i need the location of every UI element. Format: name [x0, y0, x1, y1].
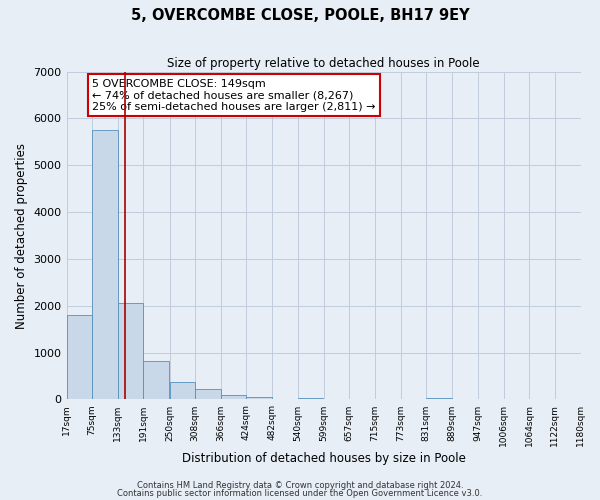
- Bar: [118, 304, 143, 400]
- Bar: [170, 382, 195, 400]
- Bar: [426, 398, 452, 400]
- Bar: [67, 315, 92, 400]
- X-axis label: Distribution of detached houses by size in Poole: Distribution of detached houses by size …: [182, 452, 466, 465]
- Bar: [92, 130, 118, 400]
- Bar: [195, 388, 221, 400]
- Text: Contains HM Land Registry data © Crown copyright and database right 2024.: Contains HM Land Registry data © Crown c…: [137, 480, 463, 490]
- Bar: [143, 361, 169, 400]
- Text: 5, OVERCOMBE CLOSE, POOLE, BH17 9EY: 5, OVERCOMBE CLOSE, POOLE, BH17 9EY: [131, 8, 469, 22]
- Y-axis label: Number of detached properties: Number of detached properties: [15, 142, 28, 328]
- Bar: [221, 395, 247, 400]
- Text: Contains public sector information licensed under the Open Government Licence v3: Contains public sector information licen…: [118, 489, 482, 498]
- Bar: [247, 397, 272, 400]
- Title: Size of property relative to detached houses in Poole: Size of property relative to detached ho…: [167, 58, 480, 70]
- Bar: [298, 398, 323, 400]
- Text: 5 OVERCOMBE CLOSE: 149sqm
← 74% of detached houses are smaller (8,267)
25% of se: 5 OVERCOMBE CLOSE: 149sqm ← 74% of detac…: [92, 78, 376, 112]
